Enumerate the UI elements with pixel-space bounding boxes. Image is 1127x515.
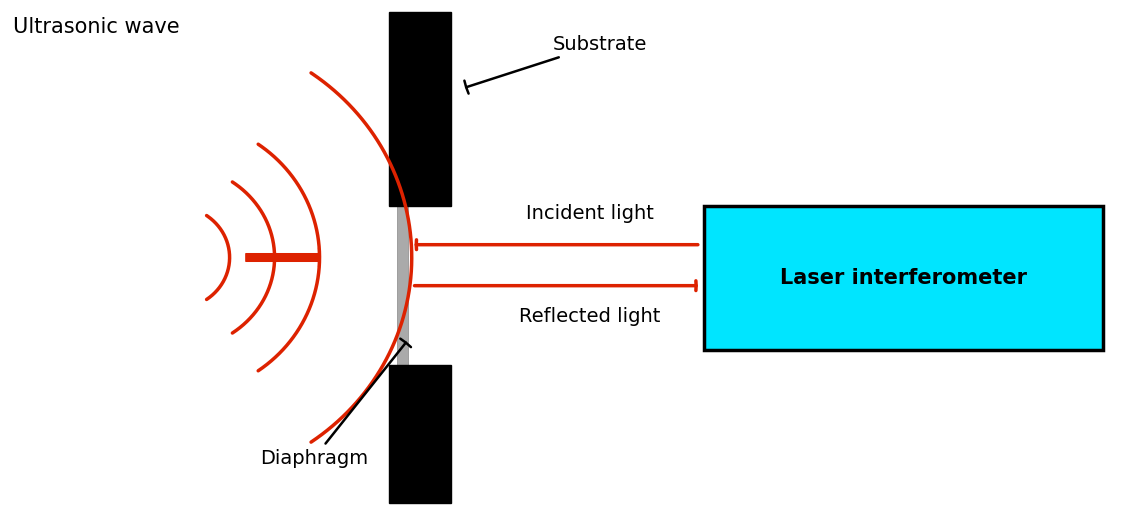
Text: Diaphragm: Diaphragm: [260, 339, 411, 468]
Text: Ultrasonic wave: Ultrasonic wave: [12, 17, 179, 37]
Text: Incident light: Incident light: [526, 204, 654, 223]
Bar: [397, 12, 408, 503]
Text: Substrate: Substrate: [464, 35, 647, 94]
Bar: [389, 365, 451, 503]
Text: Laser interferometer: Laser interferometer: [780, 268, 1027, 288]
Text: Reflected light: Reflected light: [520, 307, 660, 326]
Bar: [389, 12, 451, 207]
Bar: [704, 207, 1103, 350]
